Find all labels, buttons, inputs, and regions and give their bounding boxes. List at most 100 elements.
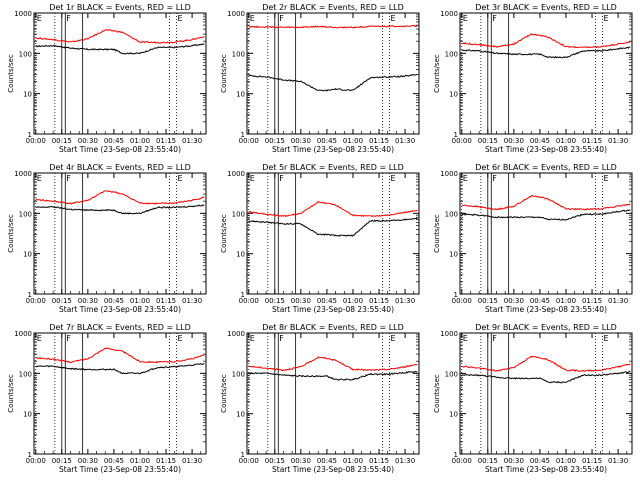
x-tick-label: 01:15: [369, 297, 389, 305]
lld-series-line: [248, 200, 418, 217]
events-series-line: [461, 209, 631, 221]
lld-series-line: [248, 356, 418, 372]
y-tick-label: 1000: [440, 170, 458, 178]
y-tick-label: 100: [445, 210, 458, 218]
x-tick-label: 00:30: [504, 457, 524, 465]
panel-title: Det 6r BLACK = Events, RED = LLD: [475, 163, 617, 172]
x-tick-label: 00:00: [239, 297, 259, 305]
x-tick-label: 01:30: [182, 297, 202, 305]
x-tick-label: 01:15: [156, 297, 176, 305]
panel-title: Det 2r BLACK = Events, RED = LLD: [262, 3, 404, 12]
x-tick-label: 00:30: [504, 297, 524, 305]
y-tick-label: 1000: [14, 170, 32, 178]
y-tick-label: 1: [454, 451, 458, 459]
x-tick-label: 00:00: [452, 297, 472, 305]
x-axis-label: Start Time (23-Sep-08 23:55:40): [59, 145, 181, 154]
time-marker-label: E: [603, 14, 608, 23]
x-tick-label: 00:00: [26, 297, 46, 305]
x-tick-label: 00:45: [530, 137, 550, 145]
events-series-line: [248, 370, 418, 381]
time-marker-label: E: [177, 14, 182, 23]
time-marker-label: E: [177, 174, 182, 183]
time-marker-label: E: [37, 174, 42, 183]
plot-frame: [246, 172, 420, 295]
x-tick-label: 01:00: [343, 457, 363, 465]
x-tick-label: 01:30: [182, 137, 202, 145]
x-tick-label: 01:15: [582, 297, 602, 305]
y-tick-label: 100: [19, 370, 32, 378]
y-tick-label: 1: [454, 291, 458, 299]
x-tick-label: 00:45: [317, 297, 337, 305]
y-tick-label: 1: [241, 451, 245, 459]
x-tick-label: 01:00: [343, 297, 363, 305]
x-tick-label: 01:00: [556, 137, 576, 145]
y-tick-label: 10: [449, 251, 458, 259]
time-marker-label: E: [603, 334, 608, 343]
y-tick-label: 10: [23, 411, 32, 419]
time-marker-label: F: [66, 14, 71, 23]
y-tick-label: 10: [23, 91, 32, 99]
x-tick-label: 01:15: [156, 137, 176, 145]
x-axis-label: Start Time (23-Sep-08 23:55:40): [485, 145, 607, 154]
y-tick-label: 100: [232, 50, 245, 58]
y-tick-label: 100: [232, 210, 245, 218]
y-tick-label: 1: [28, 451, 32, 459]
x-tick-label: 00:45: [530, 457, 550, 465]
time-marker-label: E: [603, 174, 608, 183]
x-tick-label: 00:00: [26, 457, 46, 465]
x-tick-label: 01:00: [343, 137, 363, 145]
x-tick-label: 01:00: [130, 137, 150, 145]
x-tick-label: 00:30: [78, 137, 98, 145]
x-axis-label: Start Time (23-Sep-08 23:55:40): [485, 305, 607, 314]
time-marker-label: E: [463, 334, 468, 343]
x-tick-label: 00:45: [104, 297, 124, 305]
y-tick-label: 10: [236, 251, 245, 259]
y-axis-label: Counts/sec: [220, 54, 228, 93]
x-tick-label: 00:00: [26, 137, 46, 145]
time-marker-label: E: [250, 14, 255, 23]
plot-frame: [33, 172, 207, 295]
detector-panel-7: Det 7r BLACK = Events, RED = LLD 1 10 100 10…: [7, 323, 207, 474]
plot-frame: [459, 12, 633, 135]
plot-frame: [246, 12, 420, 135]
time-marker-label: F: [492, 334, 497, 343]
x-tick-label: 01:15: [582, 137, 602, 145]
y-tick-label: 1: [454, 131, 458, 139]
y-tick-label: 10: [23, 251, 32, 259]
events-series-line: [461, 46, 631, 59]
x-tick-label: 00:15: [265, 457, 285, 465]
x-tick-label: 01:15: [369, 457, 389, 465]
detector-panel-2: Det 2r BLACK = Events, RED = LLD 1 10 100 10…: [220, 3, 420, 154]
lld-series-line: [35, 347, 205, 364]
x-tick-label: 01:30: [608, 457, 628, 465]
x-tick-label: 00:00: [239, 457, 259, 465]
time-marker-label: E: [177, 334, 182, 343]
detector-panel-5: Det 5r BLACK = Events, RED = LLD 1 10 100 10…: [220, 163, 420, 314]
panel-title: Det 8r BLACK = Events, RED = LLD: [262, 323, 404, 332]
time-marker-label: F: [279, 174, 284, 183]
time-marker-label: E: [390, 334, 395, 343]
y-axis-label: Counts/sec: [7, 374, 15, 413]
x-tick-label: 01:30: [395, 457, 415, 465]
time-marker-label: F: [492, 14, 497, 23]
x-tick-label: 01:30: [395, 137, 415, 145]
x-tick-label: 00:15: [52, 457, 72, 465]
x-tick-label: 00:00: [452, 137, 472, 145]
x-tick-label: 01:15: [156, 457, 176, 465]
x-axis-label: Start Time (23-Sep-08 23:55:40): [59, 465, 181, 474]
time-marker-label: F: [492, 174, 497, 183]
x-axis-label: Start Time (23-Sep-08 23:55:40): [272, 145, 394, 154]
lld-series-line: [461, 33, 631, 49]
time-marker-label: E: [250, 334, 255, 343]
lld-series-line: [461, 355, 631, 372]
events-series-line: [461, 370, 631, 384]
events-series-line: [35, 204, 205, 215]
detector-panel-3: Det 3r BLACK = Events, RED = LLD 1 10 100 10…: [433, 3, 633, 154]
plot-frame: [33, 332, 207, 455]
y-tick-label: 1: [241, 291, 245, 299]
x-tick-label: 00:30: [291, 297, 311, 305]
y-axis-label: Counts/sec: [433, 374, 441, 413]
time-marker-label: E: [37, 334, 42, 343]
x-tick-label: 00:15: [265, 297, 285, 305]
